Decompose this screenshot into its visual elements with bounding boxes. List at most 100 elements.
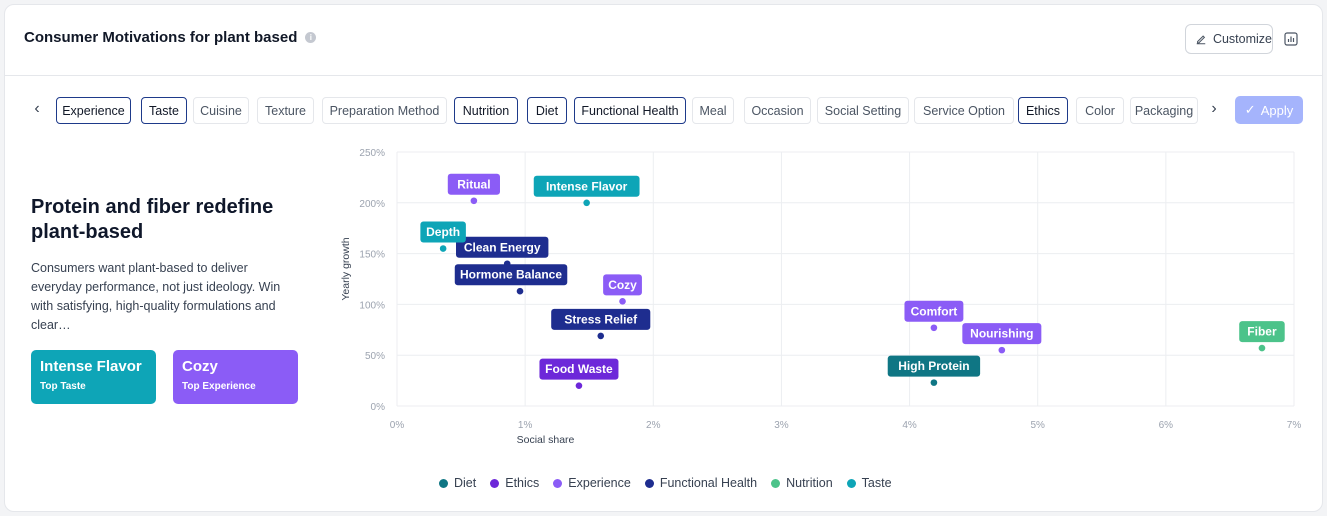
kpi-caption: Top Taste bbox=[40, 381, 86, 392]
customize-label: Customize bbox=[1212, 32, 1272, 46]
data-label-box bbox=[420, 221, 466, 243]
legend-label: Taste bbox=[861, 476, 892, 490]
data-label: Nourishing bbox=[970, 327, 1033, 341]
legend-dot bbox=[771, 478, 781, 488]
data-label-box bbox=[551, 308, 651, 330]
info-icon[interactable]: i bbox=[305, 32, 317, 43]
x-tick-label: 0% bbox=[390, 420, 405, 431]
kpi-card-top-experience[interactable]: Cozy Top Experience bbox=[173, 350, 298, 404]
filter-chip[interactable]: Meal bbox=[692, 97, 734, 124]
data-point bbox=[1258, 344, 1266, 352]
legend-dot bbox=[553, 478, 563, 488]
x-tick-label: 2% bbox=[646, 420, 661, 431]
data-point bbox=[930, 379, 938, 386]
filter-chip[interactable]: Nutrition bbox=[454, 97, 518, 124]
data-point bbox=[470, 197, 478, 205]
legend-item[interactable]: Taste bbox=[846, 476, 892, 490]
legend-item[interactable]: Experience bbox=[553, 476, 631, 490]
legend-item[interactable]: Functional Health bbox=[644, 476, 758, 490]
y-tick-label: 0% bbox=[371, 402, 386, 413]
data-label-box bbox=[904, 300, 964, 322]
insight-headline: Protein and fiber redefine plant-based bbox=[31, 196, 274, 243]
filter-chip[interactable]: Social Setting bbox=[817, 97, 909, 124]
data-label: High Protein bbox=[898, 359, 969, 373]
y-tick-label: 100% bbox=[359, 300, 385, 311]
filter-chip[interactable]: Packaging bbox=[1130, 97, 1198, 124]
legend-dot bbox=[490, 478, 500, 488]
y-tick-label: 150% bbox=[359, 250, 385, 261]
edit-icon bbox=[1196, 34, 1206, 44]
x-tick-label: 6% bbox=[1159, 420, 1174, 431]
filter-chip[interactable]: Functional Health bbox=[574, 97, 686, 124]
data-label-box bbox=[1239, 321, 1285, 343]
data-label: Hormone Balance bbox=[460, 268, 562, 282]
data-label: Food Waste bbox=[545, 362, 613, 376]
filter-chip[interactable]: Texture bbox=[257, 97, 314, 124]
filter-chip[interactable]: Experience bbox=[56, 97, 131, 124]
legend-item[interactable]: Nutrition bbox=[771, 476, 833, 490]
data-point bbox=[583, 199, 590, 207]
filter-chip[interactable]: Ethics bbox=[1018, 97, 1068, 124]
data-label: Fiber bbox=[1247, 325, 1277, 339]
insight-description: Consumers want plant-based to deliver ev… bbox=[31, 261, 281, 332]
data-point bbox=[597, 332, 605, 340]
data-label: Clean Energy bbox=[464, 240, 541, 254]
x-tick-label: 4% bbox=[902, 420, 917, 431]
x-tick-label: 5% bbox=[1030, 420, 1045, 431]
filter-chip[interactable]: Occasion bbox=[744, 97, 811, 124]
apply-label: Apply bbox=[1260, 102, 1294, 118]
y-tick-label: 250% bbox=[359, 148, 385, 159]
legend-label: Experience bbox=[568, 476, 631, 490]
chart-view-icon[interactable] bbox=[1283, 31, 1299, 47]
title-text: Consumer Motivations for plant based bbox=[24, 29, 298, 46]
chevron-right-icon[interactable]: › bbox=[1211, 100, 1217, 117]
data-label: Cozy bbox=[608, 278, 637, 292]
legend-label: Functional Health bbox=[659, 476, 758, 490]
dashboard-card: Consumer Motivations for plant based i C… bbox=[4, 4, 1323, 512]
apply-button[interactable]: ✓ Apply bbox=[1235, 96, 1303, 124]
x-axis-label: Social share bbox=[517, 434, 575, 446]
data-label-box bbox=[962, 323, 1042, 345]
legend-item[interactable]: Diet bbox=[439, 476, 476, 490]
filter-chip[interactable]: Taste bbox=[141, 97, 187, 124]
card-header: Consumer Motivations for plant based i C… bbox=[5, 5, 1322, 76]
scatter-chart: 0% 1% 2% 3% 4% 5% 6% 7% 0% 50% 100% 150% 200% 250% Soc… bbox=[340, 148, 1302, 446]
legend-dot bbox=[644, 478, 654, 488]
x-tick-label: 7% bbox=[1287, 420, 1302, 431]
data-label-box bbox=[456, 236, 549, 258]
page-title: Consumer Motivations for plant based i bbox=[24, 29, 317, 46]
filter-chip[interactable]: Color bbox=[1076, 97, 1124, 124]
data-label: Intense Flavor bbox=[546, 179, 628, 193]
data-label-box bbox=[887, 355, 981, 377]
x-tick-label: 1% bbox=[518, 420, 533, 431]
data-label-box bbox=[603, 274, 642, 296]
y-tick-label: 50% bbox=[365, 351, 385, 362]
filter-chip[interactable]: Service Option bbox=[914, 97, 1014, 124]
filter-bar: ‹ Experience Taste Cuisine Texture Preparati… bbox=[5, 95, 1322, 125]
data-label-box bbox=[533, 175, 640, 197]
data-label-box bbox=[447, 173, 500, 195]
data-label: Comfort bbox=[911, 304, 958, 318]
filter-chip[interactable]: Diet bbox=[527, 97, 567, 124]
legend-label: Ethics bbox=[505, 476, 540, 490]
data-label-box bbox=[539, 358, 619, 380]
kpi-card-top-taste[interactable]: Intense Flavor Top Taste bbox=[31, 350, 156, 404]
data-point bbox=[998, 346, 1006, 354]
legend-dot bbox=[439, 478, 448, 488]
data-point bbox=[439, 245, 447, 252]
kpi-caption: Top Experience bbox=[182, 381, 256, 392]
kpi-value: Intense Flavor bbox=[40, 358, 142, 375]
chevron-left-icon[interactable]: ‹ bbox=[34, 100, 40, 117]
filter-chip[interactable]: Cuisine bbox=[193, 97, 249, 124]
data-label: Stress Relief bbox=[564, 312, 638, 326]
legend-label: Nutrition bbox=[786, 476, 833, 490]
customize-button[interactable]: Customize bbox=[1185, 24, 1273, 54]
data-point bbox=[619, 298, 626, 305]
y-axis-label: Yearly growth bbox=[340, 237, 352, 300]
data-point bbox=[516, 287, 524, 295]
legend-dot bbox=[846, 478, 856, 488]
filter-chip[interactable]: Preparation Method bbox=[322, 97, 447, 124]
legend-item[interactable]: Ethics bbox=[490, 476, 539, 490]
data-point bbox=[930, 324, 938, 332]
y-tick-label: 200% bbox=[359, 199, 385, 210]
